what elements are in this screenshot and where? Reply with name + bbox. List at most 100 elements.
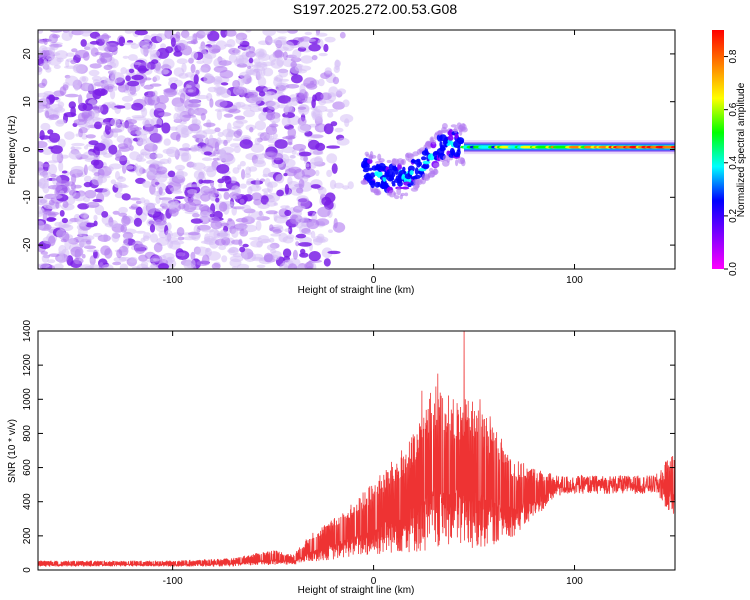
spectrogram-noise-blob: [38, 161, 45, 172]
spectrogram-noise-blob: [207, 30, 220, 42]
spectrogram-noise-blob: [254, 120, 266, 131]
spectrogram-signal-blob: [409, 170, 414, 176]
spectrogram-noise-blob: [176, 227, 185, 237]
spectrogram-noise-blob: [235, 102, 242, 110]
figure-title: S197.2025.272.00.53.G08: [293, 1, 457, 17]
spectrogram-noise-blob: [38, 103, 44, 114]
spectrogram-noise-blob: [68, 238, 77, 243]
spectrogram-noise-blob: [333, 65, 340, 74]
spectrogram-noise-blob: [52, 34, 60, 39]
colorbar-tick-label: 0.4: [728, 155, 739, 169]
spectrogram-noise-blob: [190, 109, 199, 115]
snr-series-line: [38, 331, 675, 568]
spectrogram-noise-blob: [59, 210, 65, 217]
spectrogram-noise-blob: [250, 211, 264, 221]
spectrogram-noise-blob: [251, 192, 262, 201]
spectrogram-noise-blob: [77, 203, 90, 210]
snr-ytick-label: 800: [22, 425, 33, 442]
spectrogram-noise-blob: [100, 88, 106, 96]
spectrogram-noise-blob: [93, 159, 104, 169]
spectrogram-noise-blob: [315, 142, 326, 151]
spectrogram-noise-blob: [220, 82, 229, 86]
spectrogram-noise-blob: [247, 213, 252, 223]
spectrogram-noise-blob: [92, 104, 99, 111]
spectrogram-noise-blob: [190, 251, 196, 260]
spectrogram-noise-blob: [124, 30, 133, 34]
spectrogram-noise-blob: [121, 121, 134, 129]
spectrogram-noise-blob: [265, 91, 276, 97]
spectrogram-noise-blob: [169, 126, 178, 131]
spectrogram-noise-blob: [263, 191, 269, 195]
snr-xtick-label: 0: [371, 576, 377, 587]
spectrogram-noise-blob: [70, 106, 76, 117]
spectrogram-noise-blob: [57, 101, 65, 108]
spectrogram-signal-blob: [457, 145, 461, 153]
spectrogram-noise-blob: [61, 170, 68, 174]
spectrogram-noise-blob: [332, 101, 345, 110]
spectrogram-noise-blob: [154, 172, 168, 183]
spectrogram-noise-blob: [304, 91, 309, 99]
spectrogram-noise-blob: [135, 129, 150, 136]
spectrogram-signal-blob: [416, 158, 421, 163]
spectrogram-noise-blob: [284, 109, 289, 115]
spectrogram-signal-blob: [370, 180, 376, 189]
spectrogram-noise-blob: [102, 187, 110, 198]
spectrogram-noise-blob: [232, 79, 241, 89]
spectrogram-noise-blob: [38, 181, 43, 187]
snr-frame: [37, 330, 676, 571]
spectrogram-noise-blob: [287, 141, 293, 146]
spectrogram-noise-blob: [78, 222, 88, 227]
spectrogram-noise-blob: [299, 236, 313, 244]
spectrogram-noise-blob: [231, 239, 243, 245]
spectrogram-noise-blob: [198, 45, 210, 50]
spectrogram-noise-blob: [129, 151, 141, 161]
spectrogram-signal-blob: [418, 161, 422, 167]
spectrogram-noise-blob: [308, 43, 321, 52]
spectrogram-noise-blob: [100, 56, 105, 64]
spectrogram-noise-blob: [287, 30, 298, 34]
spectrogram-noise-blob: [46, 38, 56, 43]
spectrogram-noise-blob: [267, 182, 273, 194]
spectrogram-noise-blob: [190, 51, 199, 60]
spectrogram-noise-blob: [215, 197, 220, 203]
spectrogram-noise-blob: [79, 264, 93, 269]
spectrogram-noise-blob: [216, 164, 230, 174]
spectrogram-noise-blob: [71, 48, 78, 53]
colorbar-ticks: 0.0 0.2 0.4 0.6 0.8: [724, 49, 739, 276]
spectrogram-noise-blob: [201, 229, 215, 233]
spectrogram-noise-blob: [199, 204, 210, 212]
spectrogram-noise-blob: [209, 98, 214, 108]
spectrogram-signal-blob: [422, 162, 430, 170]
spectrogram-noise-blob: [137, 139, 148, 145]
spectrogram-noise-blob: [39, 63, 50, 67]
spectrogram-noise-blob: [221, 255, 228, 263]
spectrogram-noise-blob: [158, 112, 172, 117]
spectrogram-noise-blob: [110, 118, 121, 126]
spectrogram-noise-blob: [271, 152, 284, 161]
spectrogram-noise-blob: [152, 161, 166, 165]
spectrogram-signal-blob: [433, 167, 438, 176]
spectrogram-noise-blob: [41, 163, 51, 167]
spectrogram-noise-blob: [143, 232, 151, 239]
spectrogram-noise-blob: [272, 229, 282, 234]
spectrogram-noise-blob: [131, 74, 144, 81]
spectrogram-noise-blob: [234, 48, 241, 56]
spectrogram-noise-blob: [193, 169, 206, 180]
spectrogram-noise-blob: [58, 138, 66, 148]
spectrogram-noise-blob: [97, 174, 104, 186]
spectrogram-noise-blob: [337, 88, 347, 95]
spectrogram-noise-blob: [150, 133, 163, 144]
spectrogram-noise-blob: [276, 104, 288, 109]
spectrogram-noise-blob: [239, 183, 247, 189]
spectrogram-noise-blob: [144, 94, 153, 106]
spectrogram-noise-blob: [53, 64, 61, 69]
spectrogram-noise-blob: [187, 191, 195, 198]
spectrogram-noise-blob: [49, 45, 56, 56]
spectrogram-signal-blob: [388, 176, 395, 181]
spectrogram-noise-blob: [227, 218, 233, 222]
spectrogram-noise-blob: [78, 121, 85, 125]
colorbar-tick-label: 0.6: [728, 102, 739, 116]
spectrogram-noise-blob: [283, 51, 288, 61]
